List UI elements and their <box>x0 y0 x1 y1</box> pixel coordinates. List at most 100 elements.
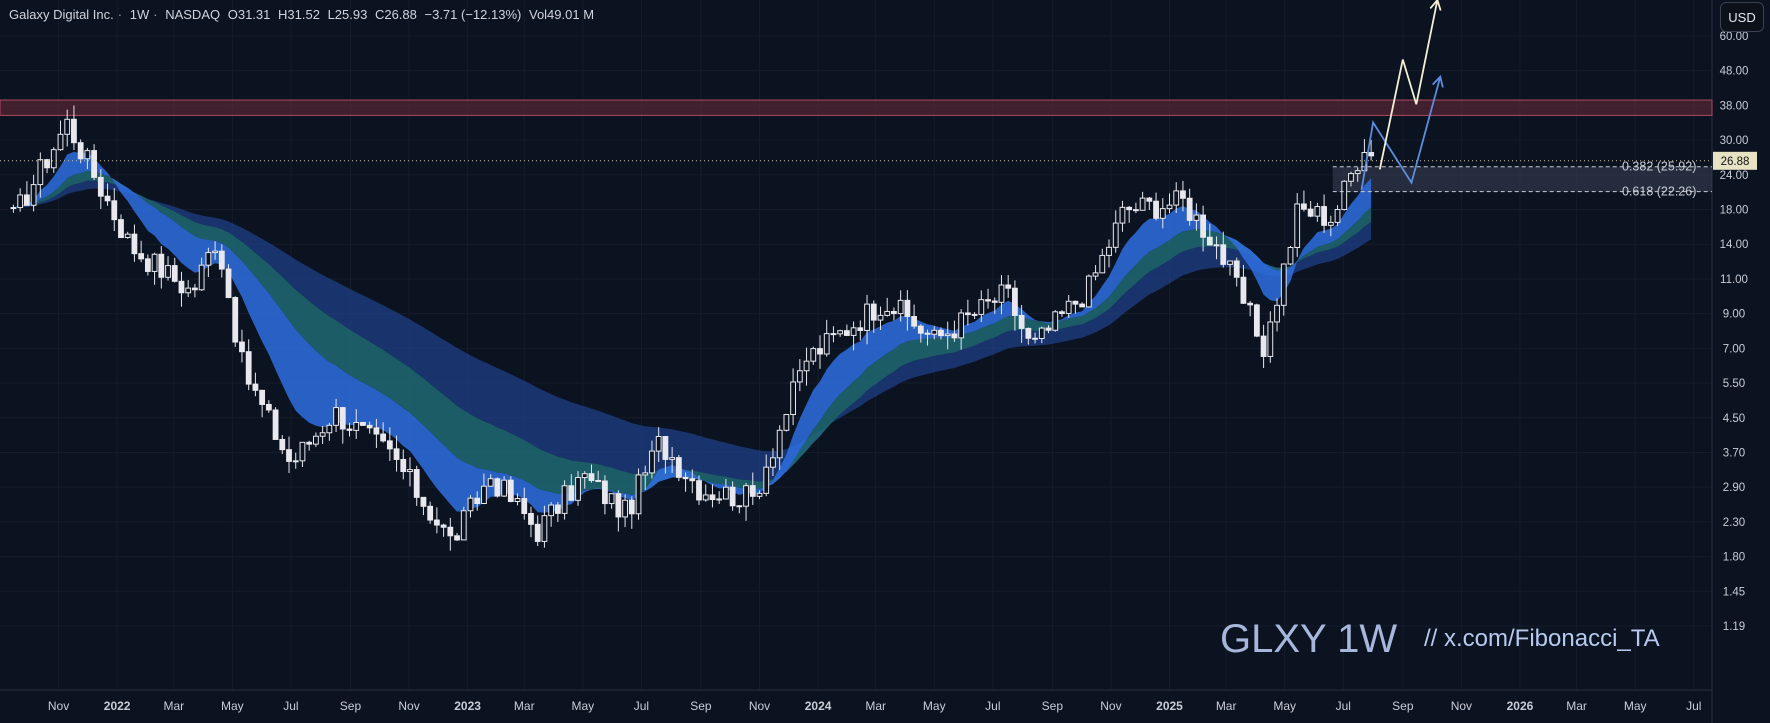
candle-body[interactable] <box>615 493 622 518</box>
candle-body[interactable] <box>265 403 272 411</box>
candle-body[interactable] <box>1045 327 1052 331</box>
fib-retracement-zone[interactable] <box>1332 166 1712 192</box>
candle-body[interactable] <box>319 432 326 437</box>
candle-body[interactable] <box>124 233 131 239</box>
candle-body[interactable] <box>602 480 608 505</box>
candle-body[interactable] <box>917 325 924 334</box>
candle-body[interactable] <box>1253 304 1260 337</box>
candle-body[interactable] <box>897 299 904 315</box>
candle-body[interactable] <box>743 485 749 507</box>
candle-body[interactable] <box>326 424 333 434</box>
candle-body[interactable] <box>17 194 24 209</box>
candle-body[interactable] <box>407 469 413 473</box>
candle-body[interactable] <box>420 496 427 507</box>
candle-body[interactable] <box>433 519 440 526</box>
candle-body[interactable] <box>1314 206 1321 217</box>
candle-body[interactable] <box>44 159 50 169</box>
candle-body[interactable] <box>689 478 696 482</box>
candle-body[interactable] <box>467 497 474 512</box>
candle-body[interactable] <box>272 409 279 440</box>
candle-body[interactable] <box>1065 300 1072 314</box>
candle-body[interactable] <box>427 505 434 521</box>
candle-body[interactable] <box>985 299 991 302</box>
candle-body[interactable] <box>1038 327 1045 339</box>
candle-body[interactable] <box>91 150 97 178</box>
candle-body[interactable] <box>864 303 870 331</box>
candle-body[interactable] <box>192 287 198 291</box>
candle-body[interactable] <box>447 526 454 537</box>
candle-body[interactable] <box>138 253 145 260</box>
candle-body[interactable] <box>702 494 709 501</box>
candle-body[interactable] <box>964 312 971 316</box>
candle-body[interactable] <box>1240 276 1247 304</box>
candle-body[interactable] <box>1153 200 1159 219</box>
candle-body[interactable] <box>938 329 944 337</box>
candle-body[interactable] <box>790 381 797 416</box>
candle-body[interactable] <box>178 280 185 294</box>
candle-body[interactable] <box>77 142 84 160</box>
candle-body[interactable] <box>1341 180 1348 211</box>
projection-path-light[interactable] <box>1378 0 1439 170</box>
candle-body[interactable] <box>292 460 299 463</box>
candle-body[interactable] <box>413 469 420 498</box>
candle-body[interactable] <box>299 441 306 462</box>
candle-body[interactable] <box>279 438 286 451</box>
candle-body[interactable] <box>1085 275 1092 308</box>
candle-body[interactable] <box>1334 209 1341 223</box>
candle-body[interactable] <box>554 504 561 514</box>
candle-body[interactable] <box>353 422 360 431</box>
candle-body[interactable] <box>1052 311 1059 331</box>
candle-body[interactable] <box>1280 263 1287 306</box>
candle-body[interactable] <box>958 312 965 339</box>
candle-body[interactable] <box>521 498 528 514</box>
candle-body[interactable] <box>978 299 985 315</box>
candle-body[interactable] <box>165 265 171 278</box>
candle-body[interactable] <box>971 313 978 316</box>
candle-body[interactable] <box>548 504 555 517</box>
symbol-name[interactable]: Galaxy Digital Inc. <box>9 7 114 22</box>
candle-body[interactable] <box>1139 197 1146 211</box>
candle-body[interactable] <box>507 479 514 502</box>
candle-body[interactable] <box>561 485 568 514</box>
candle-body[interactable] <box>675 457 682 478</box>
candle-body[interactable] <box>622 499 628 518</box>
candle-body[interactable] <box>71 118 77 144</box>
candle-body[interactable] <box>830 333 837 336</box>
candle-body[interactable] <box>386 440 393 450</box>
candle-body[interactable] <box>1032 337 1038 340</box>
candle-body[interactable] <box>1159 208 1166 219</box>
candle-body[interactable] <box>1018 314 1025 329</box>
candle-body[interactable] <box>770 457 776 468</box>
candle-body[interactable] <box>1173 190 1180 206</box>
candle-body[interactable] <box>891 310 897 315</box>
candle-body[interactable] <box>171 265 178 282</box>
candle-body[interactable] <box>1180 190 1186 199</box>
candle-body[interactable] <box>649 450 655 474</box>
candle-body[interactable] <box>286 449 292 462</box>
candle-body[interactable] <box>57 133 64 151</box>
candle-body[interactable] <box>1119 206 1126 224</box>
candle-body[interactable] <box>783 414 790 431</box>
candle-body[interactable] <box>541 515 548 542</box>
candle-body[interactable] <box>682 476 689 480</box>
candle-body[interactable] <box>662 436 669 460</box>
candle-body[interactable] <box>904 299 911 318</box>
candle-body[interactable] <box>1287 246 1294 265</box>
candle-body[interactable] <box>239 341 245 353</box>
candle-body[interactable] <box>608 493 615 505</box>
candle-body[interactable] <box>998 284 1005 303</box>
candle-body[interactable] <box>1354 170 1361 175</box>
candle-body[interactable] <box>1166 204 1173 210</box>
candle-body[interactable] <box>481 485 487 504</box>
candle-body[interactable] <box>1025 327 1032 339</box>
candle-body[interactable] <box>1294 203 1301 248</box>
candle-body[interactable] <box>225 268 232 299</box>
candle-body[interactable] <box>1233 260 1240 278</box>
candle-body[interactable] <box>588 473 595 481</box>
candle-body[interactable] <box>1267 321 1274 357</box>
candle-body[interactable] <box>212 250 218 254</box>
candle-body[interactable] <box>252 383 259 391</box>
candle-body[interactable] <box>158 253 165 278</box>
candle-body[interactable] <box>810 348 817 362</box>
candle-body[interactable] <box>528 512 534 525</box>
